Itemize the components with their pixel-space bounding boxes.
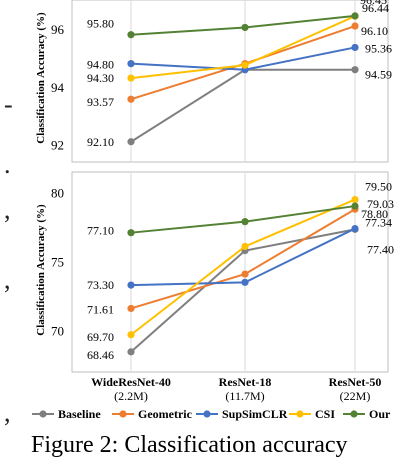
margin-mark: - (4, 90, 13, 119)
data-point (351, 202, 359, 210)
data-point (127, 95, 135, 103)
plot-border (71, 171, 389, 373)
data-point (351, 22, 359, 30)
legend-label: Geometric (138, 407, 193, 421)
data-label: 79.50 (365, 180, 392, 194)
data-point (351, 195, 359, 204)
data-point (241, 218, 249, 226)
data-point (127, 304, 135, 313)
y-tick-label: 75 (51, 255, 64, 270)
data-point (127, 331, 135, 339)
y-tick-label: 96 (51, 22, 65, 37)
data-point (127, 348, 135, 356)
x-tick-label: ResNet-18 (219, 375, 272, 389)
y-axis-label: Classification Accuracy (%) (35, 12, 47, 144)
data-label: 94.80 (87, 58, 114, 72)
legend-marker (296, 410, 304, 418)
data-point (241, 278, 249, 286)
data-point (127, 31, 135, 39)
x-tick-sublabel: (11.7M) (225, 389, 264, 403)
data-point (351, 12, 359, 20)
data-label: 77.10 (87, 224, 114, 238)
data-label: 77.40 (367, 243, 394, 257)
data-point (241, 23, 249, 32)
data-label: 96.10 (361, 24, 388, 38)
x-tick-label: ResNet-50 (329, 375, 382, 389)
legend-label: Baseline (58, 407, 101, 421)
data-label: 95.80 (87, 17, 114, 31)
data-point (351, 43, 359, 52)
data-point (127, 60, 135, 68)
data-label: 94.30 (87, 71, 114, 85)
data-label: 95.36 (365, 41, 392, 55)
y-tick-label: 94 (51, 80, 65, 95)
data-point (241, 242, 249, 251)
x-tick-label: WideResNet-40 (91, 375, 171, 389)
data-label: 96.45 (360, 0, 387, 7)
x-tick-sublabel: (22M) (340, 389, 371, 403)
figure-caption: Figure 2: Classification accuracy (31, 432, 348, 458)
margin-mark: , (4, 195, 11, 224)
data-label: 94.59 (365, 68, 392, 82)
data-label: 71.61 (87, 302, 114, 316)
legend-marker (39, 410, 47, 418)
data-point (241, 61, 249, 69)
data-point (127, 281, 135, 289)
data-label: 78.80 (361, 207, 388, 221)
data-label: 92.10 (87, 135, 114, 149)
legend-marker (119, 410, 127, 418)
data-point (127, 138, 135, 146)
legend-label: CSI (315, 407, 335, 421)
data-point (351, 66, 359, 74)
data-point (127, 229, 135, 237)
x-tick-sublabel: (2.2M) (114, 389, 148, 403)
y-tick-label: 80 (51, 186, 64, 201)
legend-label: SupSimCLR (222, 407, 288, 421)
data-label: 68.46 (87, 348, 114, 362)
data-label: 93.57 (87, 95, 114, 109)
y-tick-label: 70 (51, 324, 64, 339)
data-label: 79.03 (367, 197, 394, 211)
margin-mark: , (4, 265, 11, 294)
data-label: 69.70 (87, 330, 114, 344)
data-point (127, 74, 135, 82)
data-label: 96.44 (362, 1, 389, 15)
legend-marker (350, 410, 358, 418)
data-label: 73.30 (87, 278, 114, 292)
data-point (241, 270, 249, 278)
series-line-baseline (130, 68, 355, 143)
legend-marker (203, 410, 211, 418)
margin-mark: , (4, 398, 11, 427)
data-point (351, 224, 359, 233)
margin-mark: . (4, 150, 11, 179)
plot-border (71, 0, 389, 163)
y-tick-label: 92 (51, 138, 64, 153)
legend-label: Our (369, 407, 391, 421)
data-label: 77.34 (365, 215, 392, 229)
y-axis-label: Classification Accuracy (%) (35, 204, 47, 336)
